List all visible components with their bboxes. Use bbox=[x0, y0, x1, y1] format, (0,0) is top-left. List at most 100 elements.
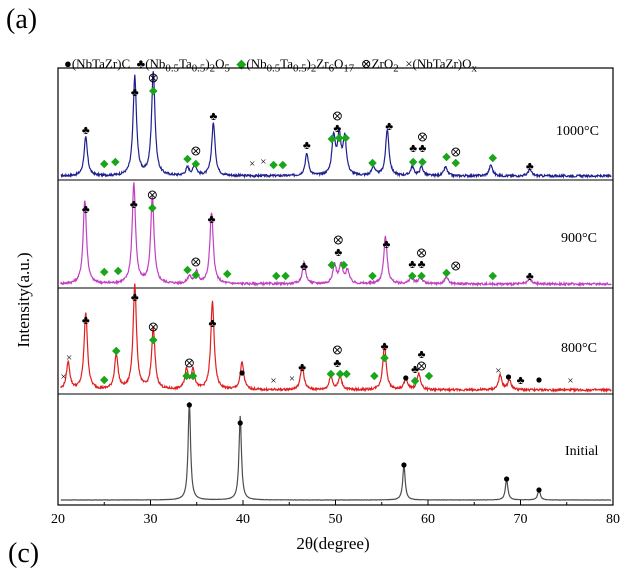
series-label-800: 800°C bbox=[561, 341, 597, 356]
marker-zirconate-42 bbox=[223, 269, 232, 279]
marker-zro2-line-b-67 bbox=[150, 323, 157, 331]
marker-zirconate-17 bbox=[327, 134, 337, 144]
diamond-icon: ◆ bbox=[236, 56, 247, 71]
marker-nbta-oxide-45: ♣ bbox=[300, 259, 308, 273]
marker-zirconate-81 bbox=[342, 369, 351, 379]
marker-nbta-oxide-88: ♣ bbox=[418, 347, 426, 361]
marker-zro2-line-b-15 bbox=[334, 112, 341, 120]
y-axis-label: Intensity(a.u.) bbox=[14, 252, 33, 348]
marker-nbta-oxide-78: ♣ bbox=[333, 356, 341, 370]
marker-zro2-77 bbox=[332, 345, 342, 355]
x-tick-label-2: 40 bbox=[236, 512, 250, 527]
marker-zirconate-29 bbox=[451, 158, 460, 168]
series-label-initial: Initial bbox=[565, 444, 599, 459]
marker-nbta-oxide-0: ♣ bbox=[82, 123, 90, 137]
marker-zro2-89 bbox=[417, 361, 426, 371]
marker-zro2-27 bbox=[451, 147, 461, 157]
x-tick-label-6: 80 bbox=[606, 512, 620, 527]
marker-oxide-62: × bbox=[66, 352, 72, 364]
marker-zro2-line-b-57 bbox=[452, 262, 459, 270]
x-tick-label-1: 30 bbox=[144, 512, 158, 527]
marker-zirconate-1 bbox=[100, 159, 109, 169]
marker-carbide-85 bbox=[403, 375, 409, 381]
marker-nbta-oxide-31: ♣ bbox=[526, 159, 534, 173]
marker-zirconate-65 bbox=[112, 346, 121, 356]
marker-nbta-oxide-23: ♣ bbox=[419, 141, 427, 155]
marker-zirconate-25 bbox=[418, 157, 427, 167]
marker-zro2-39 bbox=[191, 257, 201, 267]
marker-zro2-67 bbox=[148, 322, 158, 332]
marker-nbta-oxide-22: ♣ bbox=[409, 141, 417, 155]
marker-zro2-7 bbox=[191, 146, 201, 156]
marker-carbide-98 bbox=[401, 462, 407, 468]
x-tick-label-0: 20 bbox=[51, 512, 65, 527]
marker-zirconate-35 bbox=[148, 203, 157, 213]
marker-zirconate-49 bbox=[339, 260, 349, 270]
marker-zro2-34 bbox=[147, 190, 157, 200]
marker-zirconate-82 bbox=[380, 353, 389, 363]
marker-zirconate-80 bbox=[335, 369, 345, 379]
marker-zirconate-40 bbox=[191, 270, 201, 280]
marker-oxide-11: × bbox=[260, 156, 266, 168]
marker-nbta-oxide-53: ♣ bbox=[418, 257, 426, 271]
marker-nbta-oxide-14: ♣ bbox=[303, 138, 311, 152]
marker-zirconate-87 bbox=[410, 376, 420, 386]
marker-zro2-line-b-26 bbox=[419, 133, 426, 141]
series-line-3 bbox=[60, 402, 612, 501]
marker-zirconate-6 bbox=[183, 154, 192, 164]
marker-zro2-line-b-69 bbox=[186, 359, 193, 367]
x-axis-label: 2θ(degree) bbox=[296, 534, 370, 553]
marker-zirconate-36 bbox=[100, 267, 109, 277]
series-label-1000: 1000°C bbox=[556, 124, 599, 139]
marker-zirconate-5 bbox=[149, 86, 158, 96]
marker-nbta-oxide-52: ♣ bbox=[408, 257, 416, 271]
marker-nbta-oxide-47: ♣ bbox=[334, 245, 342, 259]
marker-nbta-oxide-41: ♣ bbox=[208, 212, 216, 226]
marker-oxide-10: × bbox=[249, 158, 255, 170]
marker-zro2-line-b-7 bbox=[192, 147, 199, 155]
marker-nbta-oxide-9: ♣ bbox=[209, 109, 217, 123]
marker-nbta-oxide-51: ♣ bbox=[382, 237, 390, 251]
marker-zirconate-70 bbox=[182, 371, 191, 381]
marker-zirconate-71 bbox=[188, 371, 198, 381]
marker-zro2-line-b-27 bbox=[452, 148, 459, 156]
marker-nbta-oxide-83: ♣ bbox=[381, 339, 389, 353]
x-tick-label-3: 50 bbox=[329, 512, 343, 527]
marker-zirconate-68 bbox=[149, 335, 158, 345]
x-tick-label-5: 70 bbox=[514, 512, 528, 527]
marker-nbta-oxide-60: ♣ bbox=[526, 269, 534, 283]
panel-label: (a) bbox=[6, 4, 38, 35]
marker-zirconate-28 bbox=[442, 152, 451, 162]
marker-zro2-line-b-77 bbox=[334, 346, 341, 354]
marker-nbta-oxide-32: ♣ bbox=[82, 202, 90, 216]
legend-entry-carbide: ●(NbTaZr)C bbox=[64, 56, 131, 71]
marker-zirconate-44 bbox=[281, 271, 290, 281]
marker-zirconate-55 bbox=[417, 271, 426, 281]
marker-zirconate-20 bbox=[368, 158, 377, 168]
marker-oxide-91: × bbox=[495, 365, 501, 377]
marker-zro2-57 bbox=[451, 261, 461, 271]
marker-zirconate-79 bbox=[326, 369, 336, 379]
marker-zirconate-37 bbox=[113, 266, 123, 276]
marker-zirconate-19 bbox=[341, 133, 350, 143]
marker-zirconate-43 bbox=[272, 271, 281, 281]
marker-carbide-96 bbox=[186, 402, 192, 408]
marker-carbide-94 bbox=[536, 377, 542, 383]
marker-zro2-56 bbox=[417, 248, 426, 258]
marker-zirconate-64 bbox=[100, 375, 109, 385]
marker-carbide-99 bbox=[504, 476, 510, 482]
marker-zirconate-30 bbox=[488, 153, 497, 163]
marker-zro2-line-b-34 bbox=[149, 191, 156, 199]
marker-carbide-97 bbox=[237, 420, 243, 426]
marker-nbta-oxide-66: ♣ bbox=[131, 290, 139, 304]
marker-carbide-73 bbox=[239, 370, 245, 376]
marker-zirconate-48 bbox=[327, 260, 337, 270]
marker-nbta-oxide-76: ♣ bbox=[298, 360, 306, 374]
marker-zro2-line-b-4 bbox=[150, 74, 157, 82]
marker-zro2-line-b-46 bbox=[335, 236, 342, 244]
marker-zro2-46 bbox=[333, 235, 343, 245]
marker-oxide-74: × bbox=[270, 375, 276, 387]
marker-zirconate-84 bbox=[370, 371, 379, 381]
marker-nbta-oxide-86: ♣ bbox=[411, 362, 419, 376]
marker-zirconate-8 bbox=[191, 159, 201, 169]
